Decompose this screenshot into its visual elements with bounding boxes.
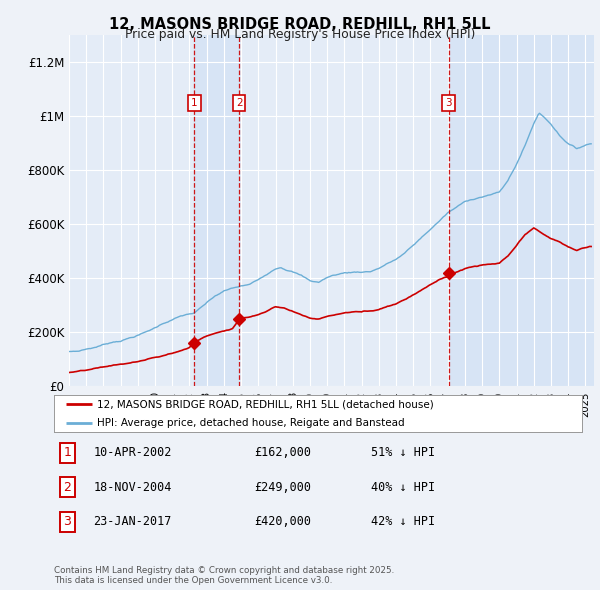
Text: 3: 3 xyxy=(63,516,71,529)
Bar xyxy=(194,35,239,386)
Text: Price paid vs. HM Land Registry's House Price Index (HPI): Price paid vs. HM Land Registry's House … xyxy=(125,28,475,41)
Text: 1: 1 xyxy=(191,98,197,108)
Text: 51% ↓ HPI: 51% ↓ HPI xyxy=(371,446,435,459)
Text: £249,000: £249,000 xyxy=(254,481,311,494)
Text: 2: 2 xyxy=(236,98,242,108)
Text: 2: 2 xyxy=(63,481,71,494)
Text: £420,000: £420,000 xyxy=(254,516,311,529)
Text: 42% ↓ HPI: 42% ↓ HPI xyxy=(371,516,435,529)
Text: 1: 1 xyxy=(63,446,71,459)
Text: 10-APR-2002: 10-APR-2002 xyxy=(94,446,172,459)
Text: £162,000: £162,000 xyxy=(254,446,311,459)
Text: 40% ↓ HPI: 40% ↓ HPI xyxy=(371,481,435,494)
Text: 12, MASONS BRIDGE ROAD, REDHILL, RH1 5LL (detached house): 12, MASONS BRIDGE ROAD, REDHILL, RH1 5LL… xyxy=(97,399,434,409)
Text: 12, MASONS BRIDGE ROAD, REDHILL, RH1 5LL: 12, MASONS BRIDGE ROAD, REDHILL, RH1 5LL xyxy=(109,17,491,31)
Text: HPI: Average price, detached house, Reigate and Banstead: HPI: Average price, detached house, Reig… xyxy=(97,418,405,428)
Bar xyxy=(449,35,594,386)
Text: Contains HM Land Registry data © Crown copyright and database right 2025.
This d: Contains HM Land Registry data © Crown c… xyxy=(54,566,394,585)
Text: 18-NOV-2004: 18-NOV-2004 xyxy=(94,481,172,494)
Text: 3: 3 xyxy=(445,98,452,108)
Text: 23-JAN-2017: 23-JAN-2017 xyxy=(94,516,172,529)
